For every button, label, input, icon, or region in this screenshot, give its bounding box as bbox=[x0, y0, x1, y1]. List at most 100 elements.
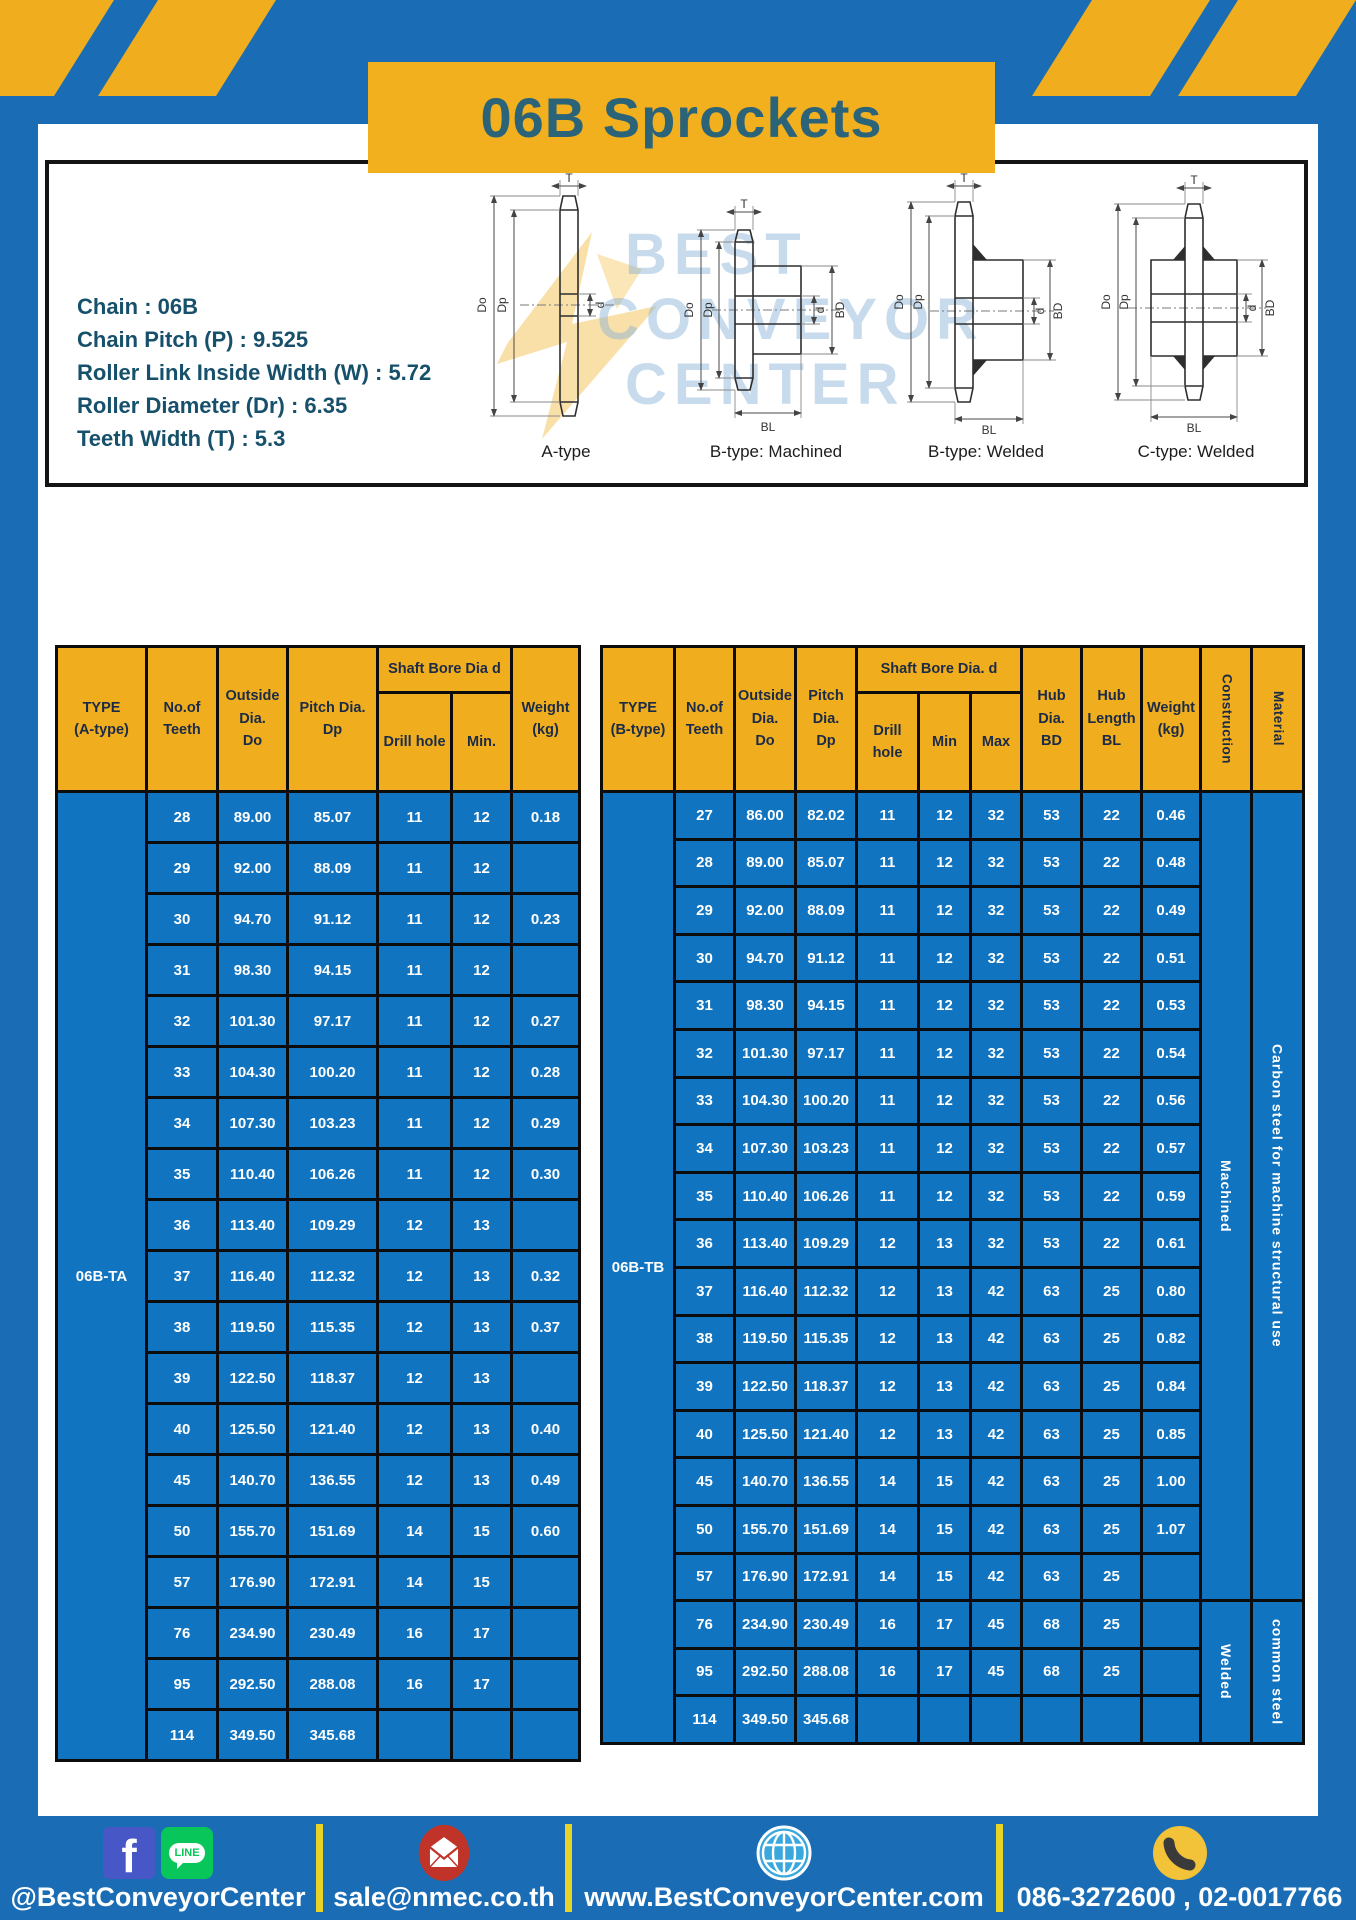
cell: 15 bbox=[450, 1555, 513, 1609]
cell: 230.49 bbox=[793, 1599, 858, 1650]
dim-do: Do bbox=[682, 302, 696, 318]
cell: 13 bbox=[450, 1453, 513, 1507]
table-row: 35 110.40 106.26 11 12 32 53 22 0.59 bbox=[602, 1170, 1304, 1222]
cell: 63 bbox=[1019, 1313, 1083, 1365]
footer-email-section: sale@nmec.co.th bbox=[323, 1816, 565, 1920]
table-row: 37 116.40 112.32 12 13 42 63 25 0.80 bbox=[602, 1265, 1304, 1317]
cell: 13 bbox=[450, 1249, 513, 1303]
cell: 53 bbox=[1019, 1218, 1083, 1269]
footer-divider bbox=[996, 1824, 1003, 1912]
cell: 22 bbox=[1079, 1170, 1143, 1222]
cell: 15 bbox=[916, 1551, 972, 1603]
cell: 107.30 bbox=[216, 1096, 289, 1150]
cell: 22 bbox=[1079, 1075, 1143, 1127]
email-icon bbox=[417, 1824, 471, 1882]
cell: 292.50 bbox=[216, 1657, 289, 1711]
cell: 95 bbox=[673, 1646, 736, 1698]
cell: 101.30 bbox=[733, 1027, 797, 1079]
cell: 155.70 bbox=[216, 1504, 289, 1558]
table-row: 06B-TB 27 86.00 82.02 11 12 32 53 22 0.46 Machined… bbox=[600, 789, 1305, 1745]
cell: 86.00 bbox=[733, 790, 797, 841]
globe-icon bbox=[755, 1824, 813, 1882]
cell: 32 bbox=[968, 837, 1023, 889]
cell: 30 bbox=[145, 892, 219, 946]
cell: 116.40 bbox=[733, 1265, 797, 1317]
cell: 0.84 bbox=[1139, 1361, 1202, 1412]
cell: 0.57 bbox=[1139, 1123, 1202, 1174]
cell: 38 bbox=[145, 1300, 219, 1354]
cell: 53 bbox=[1019, 790, 1083, 841]
cell: 98.30 bbox=[733, 980, 797, 1031]
cell: 0.29 bbox=[510, 1096, 581, 1150]
cell: 12 bbox=[450, 1096, 513, 1150]
cell: 57 bbox=[145, 1555, 219, 1609]
cell: 13 bbox=[450, 1402, 513, 1456]
cell: 11 bbox=[854, 980, 920, 1031]
cell: 12 bbox=[854, 1313, 920, 1365]
cell: 0.85 bbox=[1139, 1408, 1202, 1460]
cell: 119.50 bbox=[733, 1313, 797, 1365]
cell: 12 bbox=[376, 1300, 453, 1354]
cell: 288.08 bbox=[286, 1657, 379, 1711]
table-row: 37 116.40 112.32 12 13 0.32 bbox=[57, 1249, 581, 1303]
corner-stripe bbox=[0, 0, 114, 96]
cell: 76 bbox=[145, 1606, 219, 1660]
cell: 12 bbox=[916, 1027, 972, 1079]
cell: 12 bbox=[854, 1361, 920, 1412]
cell: 32 bbox=[145, 994, 219, 1048]
cell: 0.54 bbox=[1139, 1027, 1202, 1079]
cell: 12 bbox=[854, 1265, 920, 1317]
b-type-machined-diagram: T Do Dp d BD BL B-type: Machined bbox=[671, 172, 881, 462]
spec-line: Chain : 06B bbox=[77, 294, 199, 319]
cell: 14 bbox=[376, 1555, 453, 1609]
header-cell: Min bbox=[916, 691, 972, 793]
cell: 11 bbox=[854, 1027, 920, 1079]
cell: 12 bbox=[450, 1045, 513, 1099]
header-cell: TYPE (A-type) bbox=[55, 645, 148, 793]
header-cell: Min. bbox=[450, 691, 513, 793]
cell: 13 bbox=[450, 1351, 513, 1405]
diagram-label: A-type bbox=[541, 442, 591, 461]
cell: 53 bbox=[1019, 837, 1083, 889]
cell: 63 bbox=[1019, 1361, 1083, 1412]
table-row: 57 176.90 172.91 14 15 42 63 25 bbox=[602, 1551, 1304, 1603]
cell: 0.28 bbox=[510, 1045, 581, 1099]
dim-t: T bbox=[740, 197, 748, 211]
table-row: 38 119.50 115.35 12 13 0.37 bbox=[57, 1300, 581, 1354]
cell: 94.70 bbox=[733, 932, 797, 984]
header-cell: Shaft Bore Dia. d bbox=[854, 645, 1023, 694]
cell: 76 bbox=[673, 1599, 736, 1650]
header-cell: TYPE (B-type) bbox=[600, 645, 676, 793]
cell: 25 bbox=[1079, 1456, 1143, 1507]
cell: 12 bbox=[916, 837, 972, 889]
cell: 0.18 bbox=[510, 790, 581, 844]
cell bbox=[1139, 1599, 1202, 1650]
dim-t: T bbox=[960, 172, 968, 185]
cell: 53 bbox=[1019, 1027, 1083, 1079]
cell: 32 bbox=[968, 885, 1023, 936]
cell: 28 bbox=[145, 790, 219, 844]
cell: 12 bbox=[854, 1218, 920, 1269]
dim-bd: BD bbox=[1051, 302, 1065, 319]
cell: 42 bbox=[968, 1551, 1023, 1603]
cell: Machined bbox=[1198, 789, 1253, 1603]
cell: 37 bbox=[673, 1265, 736, 1317]
cell bbox=[510, 943, 581, 997]
cell: 40 bbox=[673, 1408, 736, 1460]
cell: 57 bbox=[673, 1551, 736, 1603]
cell: 121.40 bbox=[793, 1408, 858, 1460]
header-cell: Construction bbox=[1198, 645, 1253, 793]
facebook-icon: f bbox=[103, 1827, 155, 1879]
cell: 53 bbox=[1019, 885, 1083, 936]
table-row: 36 113.40 109.29 12 13 32 53 22 0.61 bbox=[602, 1218, 1304, 1269]
cell: 53 bbox=[1019, 1123, 1083, 1174]
cell: 97.17 bbox=[286, 994, 379, 1048]
cell: 13 bbox=[450, 1198, 513, 1252]
header-cell: Material bbox=[1249, 645, 1305, 793]
cell: 36 bbox=[145, 1198, 219, 1252]
cell: 176.90 bbox=[216, 1555, 289, 1609]
spec-line: Chain Pitch (P) : 9.525 bbox=[77, 327, 309, 352]
cell: 95 bbox=[145, 1657, 219, 1711]
table-row: 31 98.30 94.15 11 12 32 53 22 0.53 bbox=[602, 980, 1304, 1031]
table-row: 32 101.30 97.17 11 12 0.27 bbox=[57, 994, 581, 1048]
